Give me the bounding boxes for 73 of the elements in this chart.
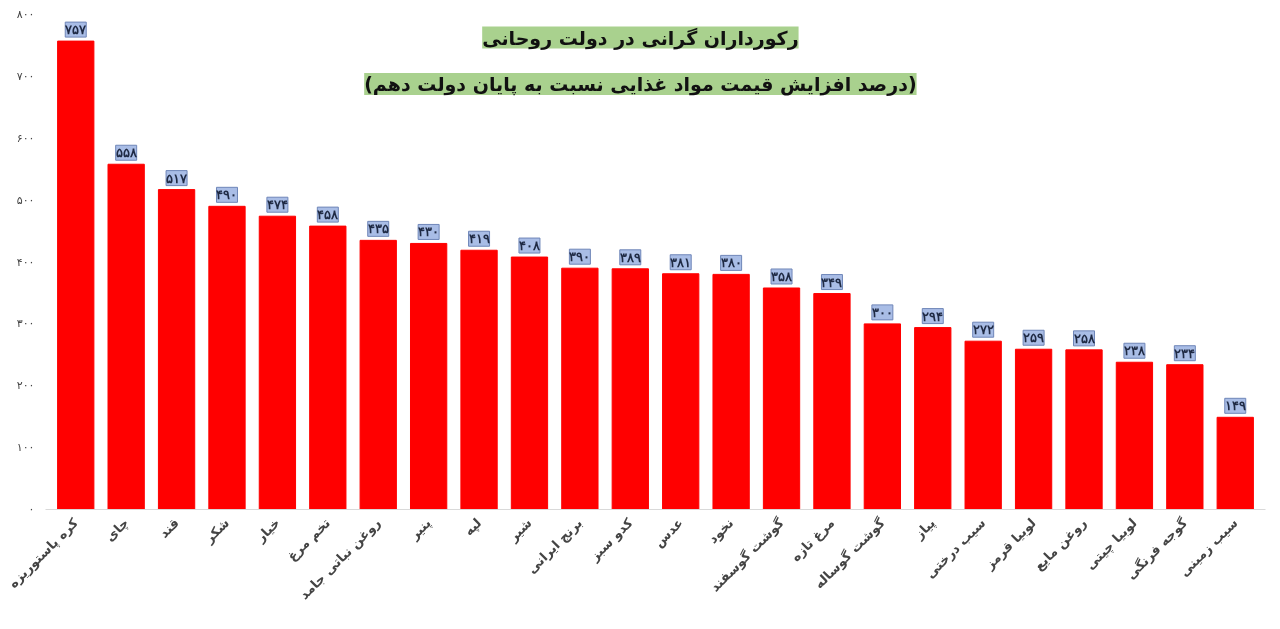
bar: [57, 40, 95, 510]
bar: [561, 267, 599, 510]
data-label: ۴۹۰: [216, 187, 238, 203]
x-tick-label: پنیر: [405, 515, 434, 544]
data-label: ۵۱۷: [166, 170, 189, 186]
data-label: ۵۵۸: [115, 145, 138, 161]
x-tick-label: خیار: [252, 515, 283, 546]
data-label: ۳۰۰: [871, 304, 893, 320]
data-label: ۴۵۸: [317, 207, 340, 223]
x-tick-label: عدس: [651, 515, 687, 551]
data-label: ۴۱۹: [468, 231, 490, 247]
x-tick-label: قند: [156, 515, 182, 541]
data-label: ۲۷۲: [972, 322, 994, 338]
x-tick-label: شیر: [504, 515, 535, 546]
bar: [964, 340, 1002, 510]
data-label: ۲۳۴: [1174, 345, 1196, 361]
bar: [208, 205, 246, 510]
x-tick-label: مرغ تازه: [788, 515, 838, 565]
x-tick-label: کدو سبز: [586, 514, 636, 565]
data-label: ۴۰۸: [518, 238, 541, 254]
x-tick-label: شکر: [200, 515, 233, 547]
y-tick-label: ۴۰۰: [16, 255, 35, 269]
data-label: ۲۳۸: [1123, 343, 1146, 359]
x-tick-label: تخم مرغ: [284, 515, 334, 564]
bar: [712, 273, 750, 510]
bar: [510, 256, 549, 510]
bar: [309, 225, 347, 510]
text: رکورداران گرانی در دولت روحانی: [482, 26, 799, 50]
bar: [1166, 364, 1204, 510]
data-label: ۴۳۰: [418, 224, 440, 240]
text: (درصد افزایش قیمت مواد غذایی نسبت به پایان دولت دهم): [364, 72, 917, 96]
bar: [258, 215, 297, 510]
data-label: ۲۵۸: [1073, 330, 1096, 346]
y-tick-label: ۸۰۰: [16, 8, 35, 21]
data-label: ۳۴۹: [821, 274, 843, 290]
x-tick-label: چای: [102, 515, 132, 545]
bar: [1014, 348, 1053, 510]
bar: [762, 287, 801, 510]
bar: [914, 327, 952, 510]
data-label: ۳۸۰: [720, 255, 742, 271]
data-label: ۳۸۹: [619, 249, 641, 265]
y-tick-label: ۰: [28, 503, 35, 516]
y-tick-label: ۶۰۰: [16, 131, 35, 145]
x-tick-label: نخود: [705, 515, 737, 547]
bar: [107, 163, 145, 510]
x-tick-label: کره پاستوریزه: [5, 514, 82, 591]
x-tick-label: لپه: [460, 515, 485, 539]
data-label: ۳۸۱: [670, 254, 692, 270]
bar: [1065, 349, 1103, 510]
data-label: ۳۵۸: [771, 268, 794, 284]
data-label: ۴۳۵: [367, 221, 389, 237]
y-tick-label: ۳۰۰: [16, 317, 35, 331]
bar: [662, 273, 700, 510]
bar: [1216, 416, 1254, 510]
bar: [409, 242, 448, 510]
bar: [813, 293, 851, 510]
bar: [611, 268, 649, 510]
bar: [460, 249, 498, 510]
y-tick-label: ۲۰۰: [16, 379, 35, 393]
bar: [359, 239, 397, 510]
y-tick-label: ۷۰۰: [16, 69, 35, 83]
y-tick-label: ۱۰۰: [16, 441, 35, 455]
bar: [1115, 361, 1154, 510]
data-label: ۲۹۴: [922, 308, 944, 324]
data-label: ۲۵۹: [1023, 330, 1045, 346]
bar: [863, 323, 902, 510]
data-label: ۳۹۰: [569, 249, 591, 265]
y-tick-label: ۵۰۰: [16, 193, 35, 207]
data-label: ۴۷۴: [266, 197, 288, 213]
data-label: ۱۴۹: [1224, 398, 1246, 414]
x-tick-label: پیاز: [910, 515, 939, 543]
bar: [157, 189, 196, 510]
data-label: ۷۵۷: [64, 22, 88, 38]
